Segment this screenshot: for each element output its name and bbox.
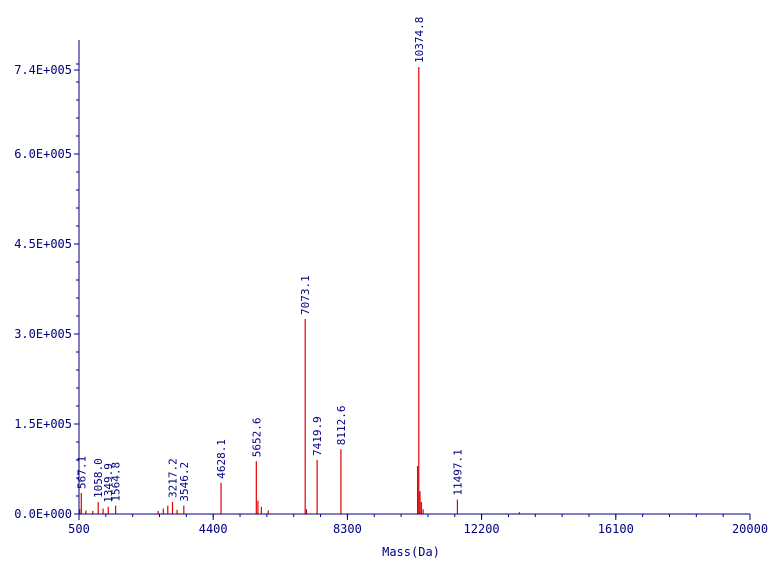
y-ticks: 0.0E+000 1.5E+005 3.0E+005 4.5E+005 6.0E+005… — [14, 63, 79, 521]
peak-label-10374.8: 10374.8 — [413, 17, 426, 63]
y-tick-label: 1.5E+005 — [14, 417, 72, 431]
y-tick-label: 4.5E+005 — [14, 237, 72, 251]
y-tick-label: 7.4E+005 — [14, 63, 72, 77]
peak-label-567.1: 567.1 — [75, 456, 88, 489]
x-tick-label: 8300 — [333, 522, 362, 536]
y-tick-label: 0.0E+000 — [14, 507, 72, 521]
y-tick-label: 3.0E+005 — [14, 327, 72, 341]
peak-label-1349.9: 1349.9 — [102, 463, 115, 503]
peak-label-3546.2: 3546.2 — [178, 462, 191, 502]
peak-label-7419.9: 7419.9 — [311, 416, 324, 456]
peak-label-7073.1: 7073.1 — [299, 275, 312, 315]
peak-label-1564.8: 1564.8 — [110, 462, 123, 502]
x-axis-title: Mass(Da) — [382, 545, 440, 559]
peak-label-1058.0: 1058.0 — [92, 458, 105, 498]
peak-label-3217.2: 3217.2 — [166, 458, 179, 498]
peak-label-5652.6: 5652.6 — [250, 417, 263, 457]
peak-label-4628.1: 4628.1 — [215, 439, 228, 479]
x-ticks: 500 4400 8300 12200 16100 20000 — [68, 514, 768, 536]
x-tick-label: 4400 — [199, 522, 228, 536]
peak-label-8112.6: 8112.6 — [335, 405, 348, 445]
peaks — [79, 67, 521, 514]
peak-label-11497.1: 11497.1 — [451, 449, 464, 495]
y-tick-label: 6.0E+005 — [14, 147, 72, 161]
x-tick-label: 500 — [68, 522, 90, 536]
x-tick-label: 20000 — [732, 522, 768, 536]
x-tick-label: 12200 — [464, 522, 500, 536]
x-tick-label: 16100 — [598, 522, 634, 536]
